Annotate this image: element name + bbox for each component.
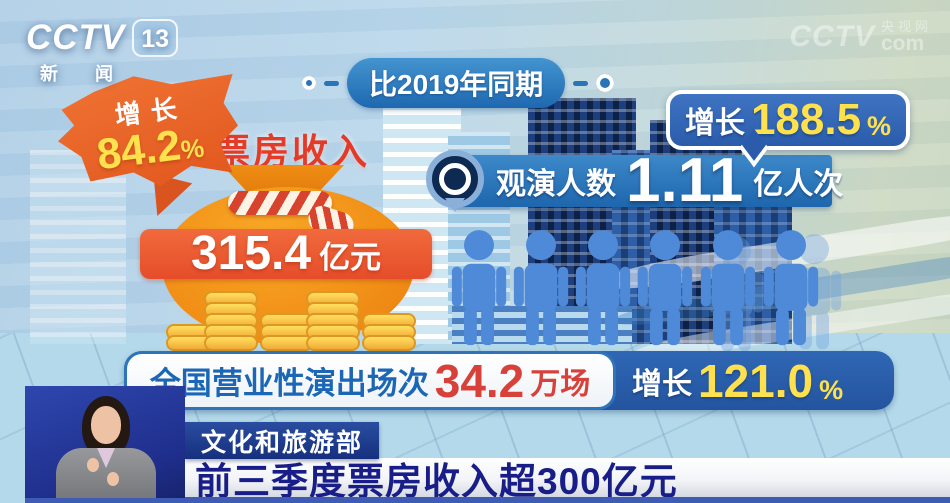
- money-bag: 票房收入 315.4 亿元: [140, 131, 432, 351]
- audience-value: 1.11: [626, 146, 744, 216]
- performances-stat-row: 全国营业性演出场次 34.2 万场 增长 121.0 %: [124, 351, 894, 410]
- person-icon: [629, 228, 701, 348]
- amount-band: 315.4 亿元: [140, 229, 432, 279]
- coin-stack: [260, 313, 314, 351]
- person-icon: [692, 228, 764, 348]
- watermark-domain: com: [880, 32, 925, 55]
- coin-stack: [204, 291, 258, 351]
- coin-stack: [362, 313, 416, 351]
- building: [30, 150, 126, 344]
- bottom-strip: [25, 497, 950, 503]
- watermark-site: 央视网: [880, 19, 932, 34]
- growth-label: 增长: [684, 107, 745, 140]
- growth-value: 84.2: [94, 121, 184, 180]
- channel-number-badge: 13: [132, 19, 179, 57]
- box-office-amount: 315.4: [190, 227, 312, 280]
- performances-label: 全国营业性演出场次: [149, 366, 429, 401]
- dash-decoration: [573, 80, 589, 86]
- performances-value: 34.2: [434, 354, 525, 407]
- channel-subtitle: 新 闻: [40, 64, 130, 84]
- location-pin-icon: [426, 150, 484, 212]
- comparison-header: 比2019年同期: [302, 58, 615, 108]
- interpreter-face: [91, 406, 121, 444]
- watermark-brand: CCTV: [789, 20, 875, 53]
- cctv-watermark: CCTV 央视网 com: [789, 20, 932, 54]
- performances-unit: 万场: [530, 367, 591, 401]
- sign-language-interpreter: [25, 386, 185, 498]
- performances-growth: 增长 121.0 %: [632, 351, 843, 410]
- person-icon: [505, 228, 577, 348]
- source-tag: 文化和旅游部: [185, 422, 380, 459]
- coin-stack: [306, 291, 360, 351]
- dot-decoration: [302, 76, 316, 90]
- audience-unit: 亿人次: [753, 168, 844, 201]
- person-icon: [755, 228, 827, 348]
- interpreter-hand: [87, 458, 99, 472]
- percent-sign: %: [819, 375, 844, 405]
- person-icon: [443, 228, 515, 348]
- comparison-pill: 比2019年同期: [347, 58, 566, 108]
- percent-sign: %: [867, 111, 892, 141]
- audience-label: 观演人数: [496, 168, 616, 201]
- audience-growth-bubble: 增长 188.5 %: [666, 90, 910, 150]
- growth-value: 121.0: [698, 354, 814, 407]
- headline-banner: 前三季度票房收入超300亿元: [185, 458, 950, 502]
- audience-stat-bar: 观演人数 1.11 亿人次: [426, 146, 843, 216]
- box-office-unit: 亿元: [319, 239, 382, 275]
- growth-value: 188.5: [750, 95, 862, 144]
- percent-sign: %: [179, 132, 206, 166]
- dot-decoration: [596, 74, 615, 92]
- cctv-logo-text: CCTV: [26, 18, 126, 57]
- cctv13-logo: CCTV 13 新 闻: [26, 18, 179, 86]
- interpreter-hand: [107, 472, 119, 486]
- dash-decoration: [324, 80, 339, 86]
- growth-label: 增长: [632, 367, 692, 401]
- performances-pill: 全国营业性演出场次 34.2 万场: [124, 351, 616, 410]
